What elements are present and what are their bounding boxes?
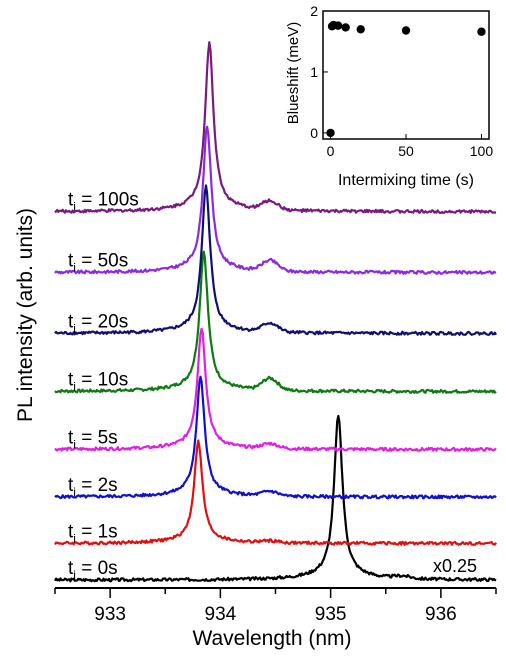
inset-y-axis-title: Blueshift (meV) bbox=[285, 22, 302, 125]
series-label: ti = 50s bbox=[68, 251, 128, 275]
inset-data-point bbox=[333, 21, 343, 30]
series-label: ti = 20s bbox=[68, 312, 128, 336]
spectrum-line bbox=[54, 414, 497, 583]
inset-x-tick-label: 50 bbox=[398, 143, 414, 159]
inset-y-tick-label: 1 bbox=[310, 64, 318, 80]
inset-x-tick-label: 0 bbox=[327, 143, 335, 159]
series-labels: ti = 0s ti = 1s ti = 2s ti = 5s ti = 10s ti =… bbox=[68, 190, 139, 582]
series-label: ti = 2s bbox=[68, 475, 118, 499]
inset-data-point bbox=[341, 23, 350, 32]
series-label: ti = 0s bbox=[68, 558, 118, 582]
series-label: ti = 5s bbox=[68, 428, 118, 452]
y-axis-title: PL intensity (arb. units) bbox=[14, 208, 37, 422]
series-label: ti = 1s bbox=[68, 521, 118, 545]
inset-x-ticks: 0 50 100 bbox=[327, 134, 494, 159]
spectra-curves bbox=[54, 41, 497, 583]
spectrum-line bbox=[54, 250, 497, 394]
x-tick-label: 935 bbox=[315, 604, 347, 625]
x-axis-ticks: 933 934 935 936 bbox=[54, 588, 497, 625]
inset-data-point bbox=[477, 27, 486, 36]
x-axis-title: Wavelength (nm) bbox=[192, 627, 351, 650]
spectrum-line bbox=[54, 125, 497, 275]
spectrum-line bbox=[54, 327, 497, 452]
main-plot: ti = 0s ti = 1s ti = 2s ti = 5s ti = 10s ti =… bbox=[14, 41, 497, 650]
inset-data-point bbox=[326, 128, 335, 138]
x-tick-label: 934 bbox=[205, 604, 237, 625]
spectrum-line bbox=[54, 41, 497, 214]
series-label: ti = 10s bbox=[68, 370, 128, 394]
x-tick-label: 933 bbox=[94, 604, 126, 625]
spectrum-line bbox=[54, 439, 497, 546]
inset-data-point bbox=[401, 26, 411, 35]
inset-x-axis-title: Intermixing time (s) bbox=[338, 172, 474, 189]
inset-plot: 0 1 2 0 50 100 Intermixing time (s) Blueshif… bbox=[285, 3, 493, 189]
x-tick-label: 936 bbox=[425, 604, 457, 625]
spectrum-line bbox=[54, 184, 497, 336]
series-label: ti = 100s bbox=[68, 190, 139, 214]
inset-data-point bbox=[356, 25, 365, 34]
inset-y-tick-label: 2 bbox=[310, 3, 318, 19]
spectrum-line bbox=[54, 375, 497, 500]
scale-annotation: x0.25 bbox=[433, 556, 477, 576]
inset-x-tick-label: 100 bbox=[470, 143, 494, 159]
inset-y-tick-label: 0 bbox=[310, 125, 318, 141]
inset-points bbox=[326, 20, 486, 138]
